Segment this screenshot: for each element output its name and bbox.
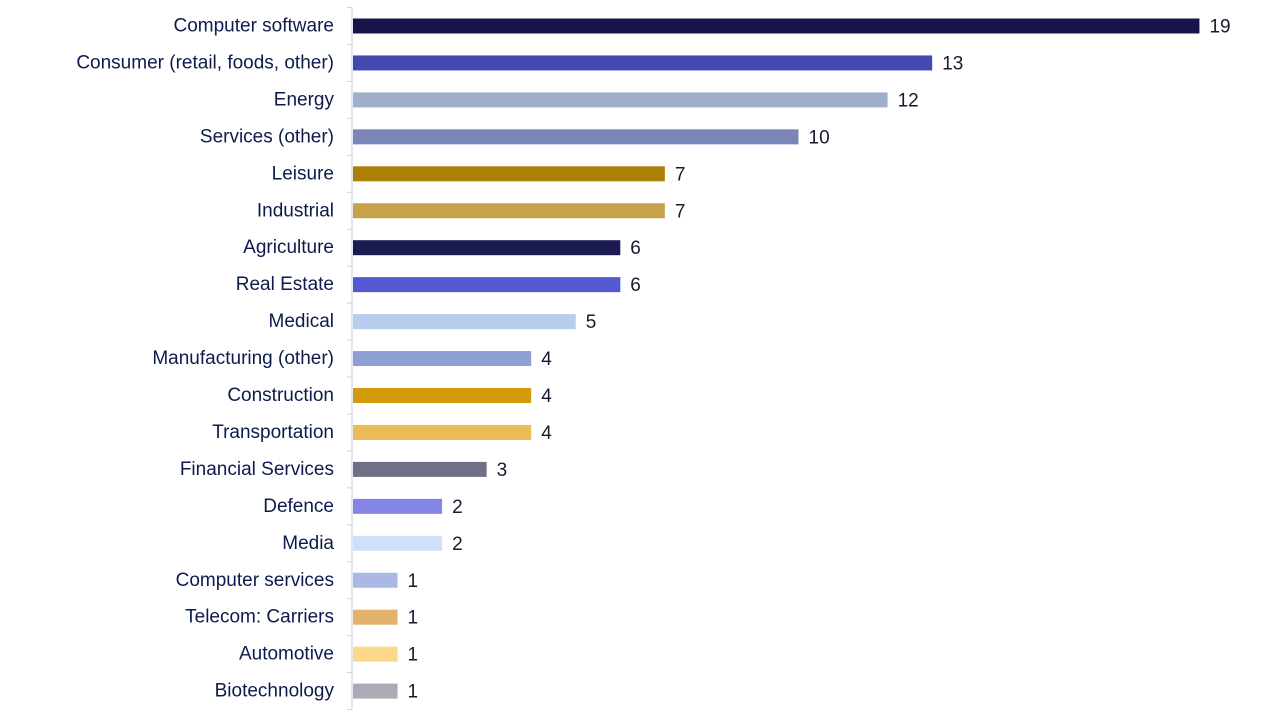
bar: [353, 572, 398, 588]
category-label: Biotechnology: [215, 681, 335, 702]
bar: [353, 203, 665, 219]
bar: [353, 314, 576, 330]
value-label: 1: [408, 645, 419, 666]
category-label: Financial Services: [180, 459, 334, 480]
bar: [353, 240, 621, 256]
value-label: 4: [541, 386, 552, 407]
value-label: 7: [675, 164, 686, 185]
bar: [353, 683, 398, 699]
bar: [353, 535, 443, 551]
value-label: 4: [541, 349, 552, 370]
category-label: Media: [282, 533, 334, 554]
bar: [353, 646, 398, 662]
bar: [353, 129, 799, 145]
value-label: 7: [675, 201, 686, 222]
bar: [353, 498, 443, 514]
bar: [353, 166, 665, 182]
bar: [353, 388, 532, 403]
category-label: Manufacturing (other): [152, 348, 334, 369]
category-label: Transportation: [212, 422, 334, 443]
bar: [353, 277, 621, 293]
category-label: Energy: [274, 89, 335, 110]
bar: [353, 609, 398, 625]
value-label: 1: [408, 608, 419, 629]
value-label: 13: [942, 53, 963, 74]
value-label: 10: [809, 127, 830, 148]
category-label: Real Estate: [236, 274, 334, 295]
value-label: 6: [630, 238, 641, 259]
category-label: Computer services: [176, 570, 334, 591]
bar: [353, 55, 933, 71]
category-label: Computer software: [173, 16, 334, 37]
category-label: Agriculture: [243, 237, 334, 258]
value-label: 12: [898, 90, 919, 111]
category-label: Automotive: [239, 644, 334, 665]
value-label: 19: [1209, 17, 1230, 38]
category-label: Telecom: Carriers: [185, 607, 334, 628]
category-label: Industrial: [257, 200, 334, 221]
value-label: 4: [541, 423, 552, 444]
category-label: Defence: [263, 496, 334, 517]
value-label: 5: [586, 312, 597, 333]
category-label: Consumer (retail, foods, other): [76, 52, 334, 73]
value-label: 1: [408, 682, 419, 703]
value-label: 2: [452, 534, 463, 555]
bar: [353, 424, 532, 440]
category-label: Construction: [227, 385, 334, 406]
category-label: Services (other): [200, 126, 334, 147]
bar: [353, 92, 888, 108]
category-label: Medical: [269, 311, 334, 332]
value-label: 3: [497, 460, 508, 481]
value-label: 2: [452, 497, 463, 518]
bar: [353, 351, 532, 367]
bar: [353, 461, 487, 477]
bar: [353, 18, 1200, 34]
value-label: 6: [630, 275, 641, 296]
value-label: 1: [408, 571, 419, 592]
category-label: Leisure: [272, 163, 334, 184]
